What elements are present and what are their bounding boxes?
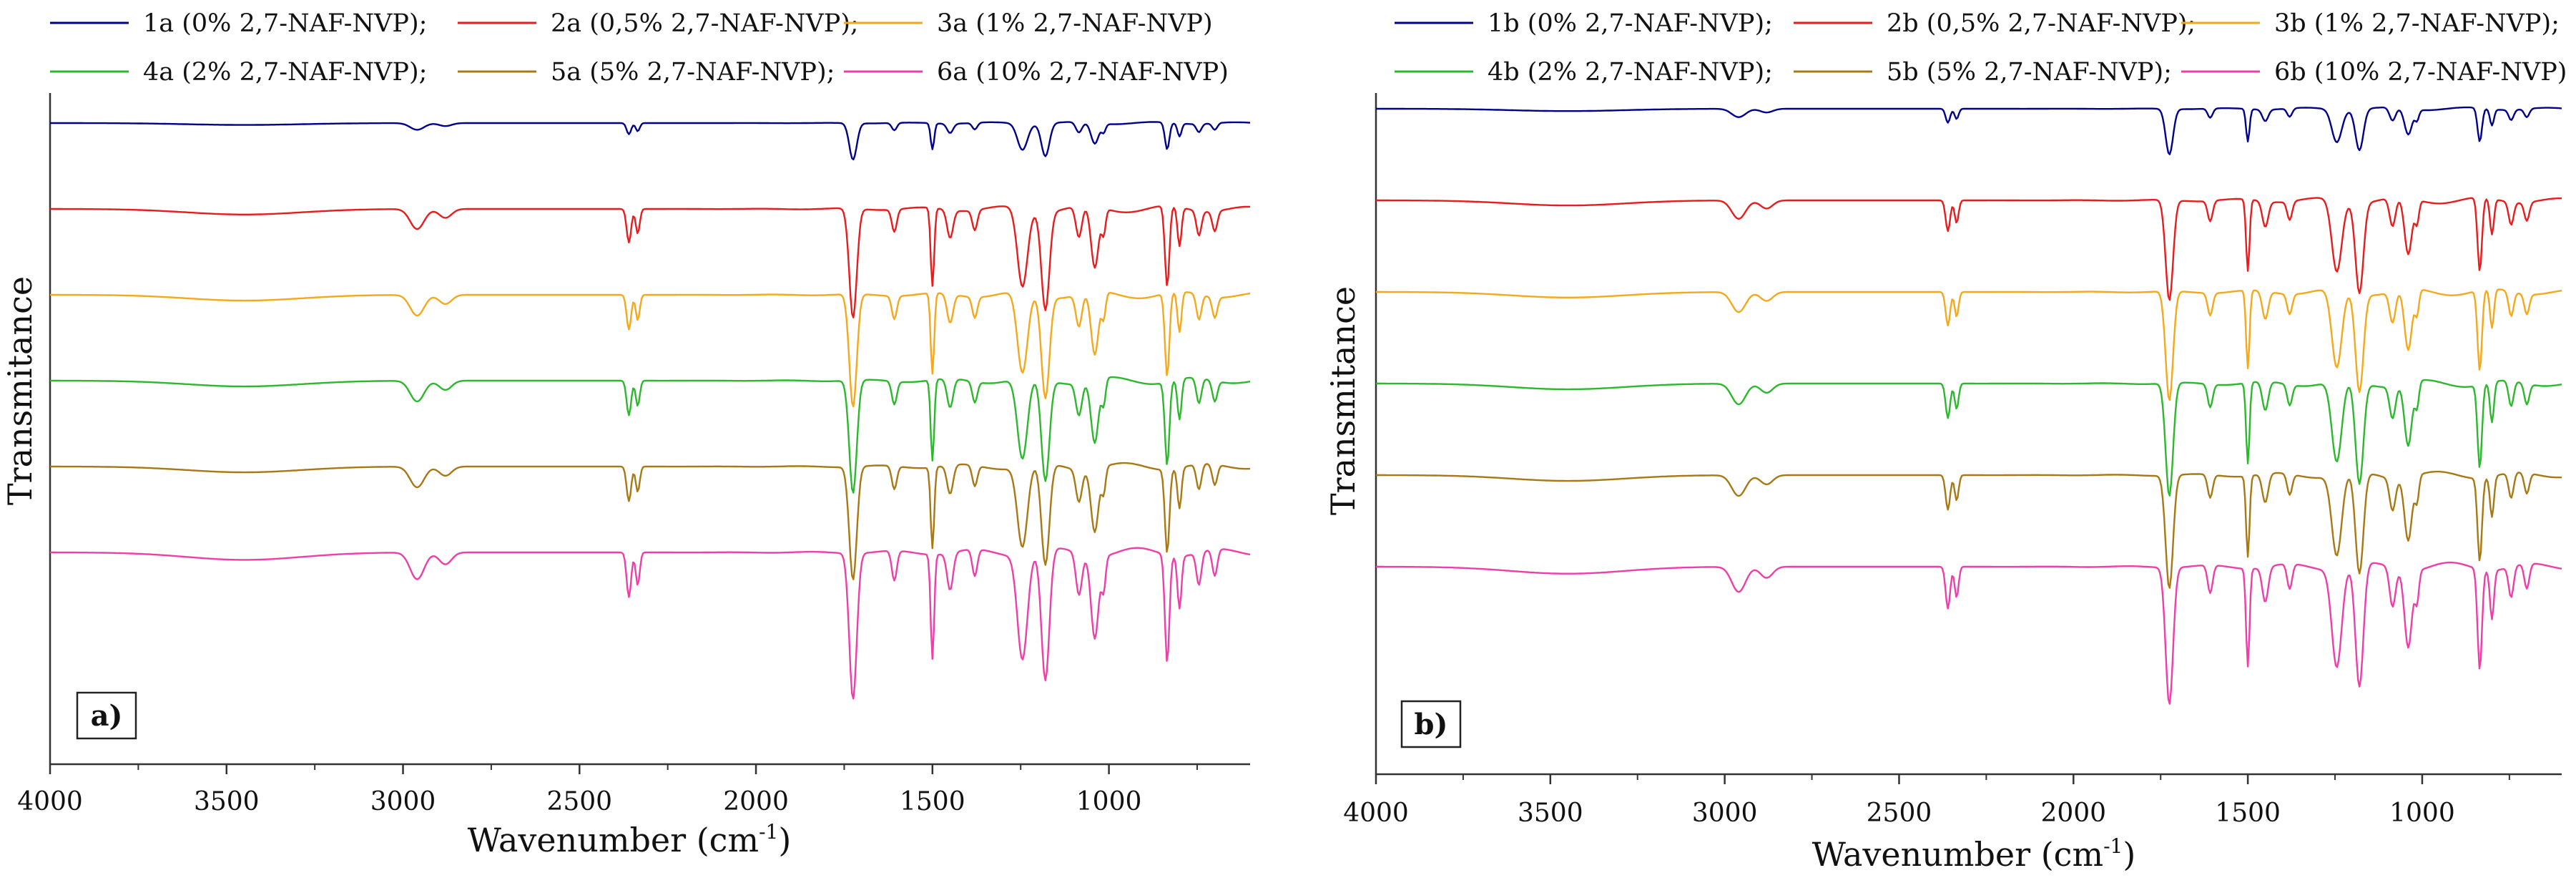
spectrum-line	[1376, 561, 2562, 705]
chart-panel-a: 4000 3500 3000 2500 2000 1500 1000 Wavenumber (…	[1, 9, 1251, 859]
spectrum-line	[50, 462, 1251, 580]
legend-label: 3b (1% 2,7-NAF-NVP);	[2274, 9, 2560, 38]
spectrum-line	[1376, 288, 2562, 401]
legend-label: 5a (5% 2,7-NAF-NVP);	[551, 58, 835, 87]
x-tick-label: 2000	[2040, 799, 2106, 828]
chart-panel-b: 4000 3500 3000 2500 2000 1500 1000 Wavenumber (…	[1324, 9, 2567, 874]
legend-entry: 4a (2% 2,7-NAF-NVP);	[50, 58, 427, 87]
legend-label: 3a (1% 2,7-NAF-NVP)	[937, 9, 1213, 38]
spectrum-line	[1376, 106, 2562, 155]
x-tick-label: 2500	[546, 787, 612, 816]
legend-entry: 3b (1% 2,7-NAF-NVP);	[2181, 9, 2560, 38]
x-axis-title: Wavenumber (cm-1)	[468, 820, 792, 859]
legend-label: 1a (0% 2,7-NAF-NVP);	[143, 9, 427, 38]
spectrum-line	[50, 291, 1251, 408]
legend-label: 4b (2% 2,7-NAF-NVP);	[1488, 58, 1773, 87]
legend-label: 6a (10% 2,7-NAF-NVP)	[937, 58, 1229, 87]
legend-entry: 5a (5% 2,7-NAF-NVP);	[458, 58, 835, 87]
legend-entry: 6a (10% 2,7-NAF-NVP)	[844, 58, 1229, 87]
legend-entry: 4b (2% 2,7-NAF-NVP);	[1395, 58, 1773, 87]
spectrum-line	[50, 547, 1251, 700]
x-tick-label: 4000	[1343, 799, 1409, 828]
legend-label: 5b (5% 2,7-NAF-NVP);	[1887, 58, 2172, 87]
spectrum-line	[50, 121, 1251, 161]
spectrum-line	[50, 205, 1250, 318]
legend-label: 1b (0% 2,7-NAF-NVP);	[1488, 9, 1773, 38]
panel-label-box	[76, 691, 137, 740]
x-axis-title: Wavenumber (cm-1)	[1812, 834, 2136, 874]
x-tick-label: 1500	[2215, 799, 2281, 828]
spectrum-line	[1376, 470, 2562, 589]
x-tick-label: 1500	[900, 787, 965, 816]
legend-entry: 3a (1% 2,7-NAF-NVP)	[844, 9, 1213, 38]
x-tick-label: 2500	[1867, 799, 1932, 828]
x-tick-label: 3000	[1692, 799, 1758, 828]
x-tick-label: 3500	[1518, 799, 1583, 828]
x-tick-label: 1000	[2389, 799, 2455, 828]
legend-entry: 6b (10% 2,7-NAF-NVP)	[2181, 58, 2567, 87]
legend-label: 4a (2% 2,7-NAF-NVP);	[143, 58, 427, 87]
legend-entry: 5b (5% 2,7-NAF-NVP);	[1794, 58, 2172, 87]
legend-entry: 2b (0,5% 2,7-NAF-NVP);	[1794, 9, 2196, 38]
legend-entry: 1b (0% 2,7-NAF-NVP);	[1395, 9, 1773, 38]
x-tick-label: 3000	[370, 787, 436, 816]
spectrum-line	[50, 376, 1251, 494]
y-axis-title: Transmitance	[1, 276, 39, 505]
spectrum-line	[1376, 197, 2562, 301]
x-tick-label: 1000	[1076, 787, 1142, 816]
x-tick-label: 4000	[17, 787, 83, 816]
x-tick-label: 2000	[723, 787, 789, 816]
legend-label: 2a (0,5% 2,7-NAF-NVP);	[551, 9, 859, 38]
legend-entry: 2a (0,5% 2,7-NAF-NVP);	[458, 9, 859, 38]
panel-label: a)	[91, 699, 123, 733]
legend-label: 2b (0,5% 2,7-NAF-NVP);	[1887, 9, 2196, 38]
legend-label: 6b (10% 2,7-NAF-NVP)	[2274, 58, 2567, 87]
panel-label: b)	[1415, 708, 1448, 741]
spectrum-line	[1376, 379, 2562, 497]
panel-label-box	[1400, 700, 1462, 748]
legend-entry: 1a (0% 2,7-NAF-NVP);	[50, 9, 427, 38]
x-tick-label: 3500	[194, 787, 260, 816]
y-axis-title: Transmitance	[1324, 286, 1362, 515]
